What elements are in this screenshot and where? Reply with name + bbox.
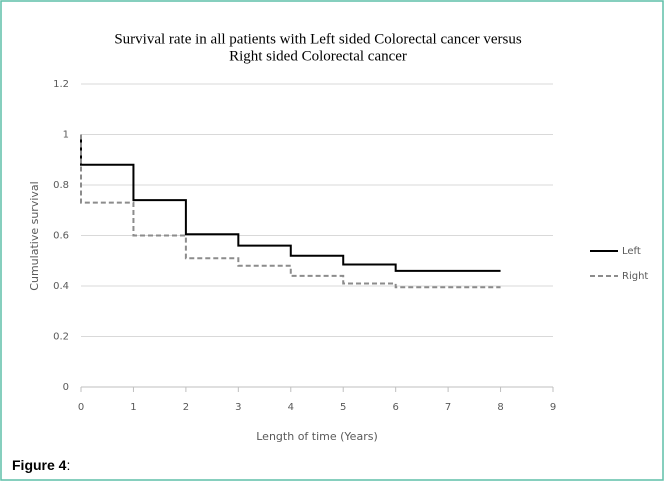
x-tick-label: 3 bbox=[235, 402, 241, 413]
chart-title: Right sided Colorectal cancer bbox=[229, 48, 407, 64]
legend-label: Left bbox=[622, 246, 641, 257]
x-tick-label: 6 bbox=[392, 402, 398, 413]
x-tick-label: 4 bbox=[288, 402, 294, 413]
survival-line bbox=[80, 134, 501, 272]
y-tick-label: 0.8 bbox=[53, 180, 69, 191]
y-tick-label: 1 bbox=[63, 130, 69, 141]
x-tick-label: 8 bbox=[497, 402, 503, 413]
x-axis-label: Length of time (Years) bbox=[256, 430, 378, 443]
legend-label: Right bbox=[622, 271, 648, 282]
x-tick-label: 7 bbox=[445, 402, 451, 413]
x-tick-label: 2 bbox=[183, 402, 189, 413]
y-tick-label: 0.2 bbox=[53, 332, 69, 343]
x-tick-label: 9 bbox=[550, 402, 556, 413]
y-tick-label: 0 bbox=[63, 382, 69, 393]
figure-label: Figure 4 bbox=[12, 457, 67, 473]
y-tick-label: 1.2 bbox=[53, 79, 69, 90]
y-tick-label: 0.4 bbox=[53, 281, 69, 292]
y-tick-label: 0.6 bbox=[53, 231, 69, 242]
figure-label-suffix: : bbox=[66, 457, 70, 473]
x-tick-label: 0 bbox=[78, 402, 84, 413]
x-tick-label: 5 bbox=[340, 402, 346, 413]
y-axis-label: Cumulative survival bbox=[28, 181, 41, 290]
chart-title: Survival rate in all patients with Left … bbox=[114, 31, 522, 47]
x-tick-label: 1 bbox=[130, 402, 136, 413]
figure-caption: Figure 4: bbox=[12, 457, 70, 473]
survival-line bbox=[80, 134, 501, 289]
